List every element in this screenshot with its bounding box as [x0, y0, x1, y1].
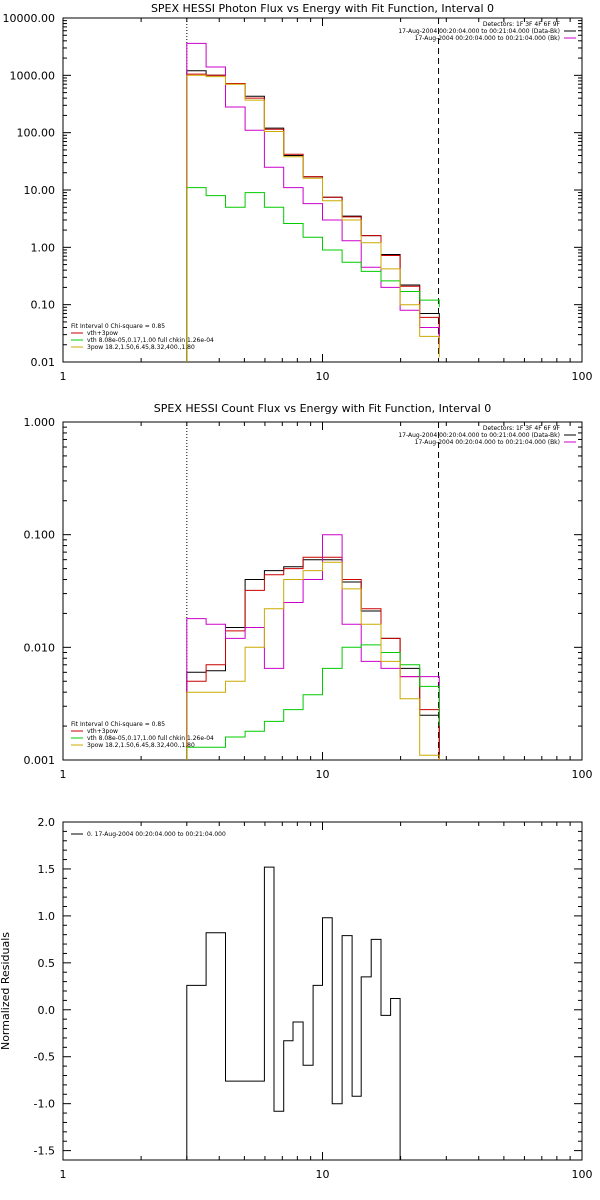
series-line-1	[186, 559, 440, 760]
info-line: 17-Aug-2004 00:20:04.000 to 00:21:04.000…	[398, 432, 560, 439]
y-tick-label: 100.00	[17, 127, 56, 140]
y-tick-label: 0.10	[31, 299, 56, 312]
legend-title: Fit Interval 0 Chi-square = 0.85	[71, 323, 165, 330]
y-tick-label: 1.0	[38, 910, 56, 923]
series-line-2	[186, 556, 440, 760]
y-tick-label: 1000.00	[10, 69, 56, 82]
legend-label: vth 8.08e-05,0.17,1.00 full chkin 1.26e-…	[87, 735, 214, 742]
info-line: Detectors: 1F 3F 4F 6F 9F	[483, 21, 561, 28]
x-tick-label: 10	[316, 768, 330, 781]
y-tick-label: 0.010	[24, 641, 56, 654]
chart-panel-1: SPEX HESSI Photon Flux vs Energy with Fi…	[3, 2, 593, 383]
series-line-3	[186, 534, 440, 760]
x-tick-label: 1	[60, 768, 67, 781]
series-line-5	[186, 561, 440, 760]
y-tick-label: 10.00	[24, 184, 56, 197]
info-line: 17-Aug-2004 00:20:04.000 to 00:21:04.000…	[398, 28, 560, 35]
chart-panel-2: SPEX HESSI Count Flux vs Energy with Fit…	[24, 402, 593, 781]
y-tick-label: 1.00	[31, 241, 56, 254]
series-line-1	[186, 70, 440, 362]
y-tick-label: 0.001	[24, 754, 56, 767]
y-tick-label: 0.01	[31, 356, 56, 369]
x-tick-label: 1	[60, 370, 67, 383]
plot-frame	[62, 421, 583, 761]
series-line-1	[186, 866, 401, 1160]
x-tick-label: 100	[572, 370, 593, 383]
data-series-group	[186, 534, 440, 760]
series-line-5	[186, 74, 440, 362]
y-tick-label: 0.0	[38, 1004, 56, 1017]
series-line-4	[186, 187, 440, 362]
x-tick-label: 100	[572, 1168, 593, 1181]
x-tick-label: 10	[316, 370, 330, 383]
series-line-2	[186, 73, 440, 362]
legend-label: 0. 17-Aug-2004 00:20:04.000 to 00:21:04.…	[87, 831, 226, 838]
legend-label: 3pow 18.2,1.50,6.45,8.32,400.,1.80	[87, 742, 195, 749]
chart-title: SPEX HESSI Photon Flux vs Energy with Fi…	[151, 2, 494, 15]
y-tick-label: -1.5	[34, 1145, 55, 1158]
legend-label: vth+3pow	[87, 728, 118, 735]
y-tick-label: 1.5	[38, 863, 56, 876]
series-line-4	[186, 644, 440, 760]
x-tick-label: 1	[60, 1168, 67, 1181]
series-line-3	[186, 42, 440, 362]
info-line: 17-Aug-2004 00:20:04.000 to 00:21:04.000…	[415, 35, 560, 42]
legend-title: Fit Interval 0 Chi-square = 0.85	[71, 721, 165, 728]
plot-frame	[62, 821, 583, 1161]
y-tick-label: 2.0	[38, 816, 56, 829]
y-tick-label: 0.5	[38, 957, 56, 970]
chart-panel-3: 1 10 100 2.0 1.5 1.0 0.5 0.0 -0.5 -1.0 -1.5 Normali…	[0, 816, 593, 1181]
chart-title: SPEX HESSI Count Flux vs Energy with Fit…	[154, 402, 491, 415]
x-tick-label: 10	[316, 1168, 330, 1181]
data-series-group	[186, 866, 401, 1160]
y-tick-label: 1.000	[24, 416, 56, 429]
legend-label: vth+3pow	[87, 330, 118, 337]
x-tick-label: 100	[572, 768, 593, 781]
y-axis-label: Normalized Residuals	[0, 932, 12, 1050]
info-line: Detectors: 1F 3F 4F 6F 9F	[483, 425, 561, 432]
y-tick-label: -0.5	[34, 1051, 55, 1064]
y-tick-label: 10000.00	[3, 12, 56, 25]
y-tick-label: -1.0	[34, 1098, 55, 1111]
legend-label: 3pow 18.2,1.50,6.45,8.32,400.,1.80	[87, 344, 195, 351]
y-tick-label: 0.100	[24, 529, 56, 542]
data-series-group	[186, 42, 440, 362]
info-line: 17-Aug-2004 00:20:04.000 to 00:21:04.000…	[415, 439, 560, 446]
legend-label: vth 8.08e-05,0.17,1.00 full chkin 1.26e-…	[87, 337, 214, 344]
